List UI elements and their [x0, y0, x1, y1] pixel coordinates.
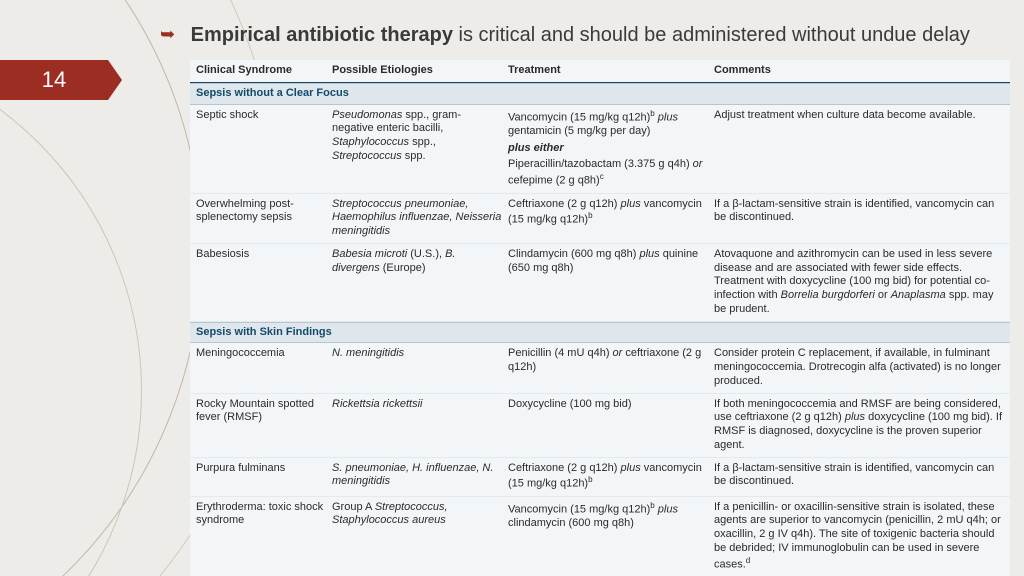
title-bold: Empirical antibiotic therapy	[191, 24, 453, 46]
bullet-icon: ➥	[160, 24, 175, 44]
table-section-heading: Sepsis without a Clear Focus	[190, 83, 1010, 105]
cell-treatment: Vancomycin (15 mg/kg q12h)b plus clindam…	[508, 501, 708, 572]
table-row: MeningococcemiaN. meningitidisPenicillin…	[190, 343, 1010, 393]
antibiotic-table: Clinical Syndrome Possible Etiologies Tr…	[190, 60, 1010, 576]
cell-syndrome: Meningococcemia	[196, 347, 326, 388]
cell-comments: If a penicillin- or oxacillin-sensitive …	[714, 501, 1004, 572]
title-rest: is critical and should be administered w…	[453, 24, 970, 46]
cell-comments: If a β-lactam-sensitive strain is identi…	[714, 198, 1004, 239]
slide-number-tag: 14	[0, 60, 108, 100]
cell-comments: If a β-lactam-sensitive strain is identi…	[714, 462, 1004, 492]
cell-etiologies: Group A Streptococcus, Staphylococcus au…	[332, 501, 502, 572]
col-treatment: Treatment	[508, 64, 708, 78]
col-etiologies: Possible Etiologies	[332, 64, 502, 78]
cell-comments: If both meningococcemia and RMSF are bei…	[714, 398, 1004, 453]
cell-treatment: Clindamycin (600 mg q8h) plus quinine (6…	[508, 248, 708, 317]
table-row: Rocky Mountain spotted fever (RMSF)Ricke…	[190, 394, 1010, 458]
cell-comments: Consider protein C replacement, if avail…	[714, 347, 1004, 388]
cell-treatment: Doxycycline (100 mg bid)	[508, 398, 708, 453]
cell-etiologies: Streptococcus pneumoniae, Haemophilus in…	[332, 198, 502, 239]
table-row: Purpura fulminansS. pneumoniae, H. influ…	[190, 458, 1010, 497]
cell-etiologies: Babesia microti (U.S.), B. divergens (Eu…	[332, 248, 502, 317]
cell-comments: Atovaquone and azithromycin can be used …	[714, 248, 1004, 317]
cell-treatment: Ceftriaxone (2 g q12h) plus vancomycin (…	[508, 462, 708, 492]
cell-syndrome: Overwhelming post-splenectomy sepsis	[196, 198, 326, 239]
cell-treatment: Vancomycin (15 mg/kg q12h)b plus gentami…	[508, 109, 708, 189]
table-row: Overwhelming post-splenectomy sepsisStre…	[190, 194, 1010, 244]
table-row: BabesiosisBabesia microti (U.S.), B. div…	[190, 244, 1010, 322]
cell-syndrome: Rocky Mountain spotted fever (RMSF)	[196, 398, 326, 453]
cell-comments: Adjust treatment when culture data becom…	[714, 109, 1004, 189]
cell-treatment: Ceftriaxone (2 g q12h) plus vancomycin (…	[508, 198, 708, 239]
col-comments: Comments	[714, 64, 1004, 78]
cell-etiologies: N. meningitidis	[332, 347, 502, 388]
cell-etiologies: Rickettsia rickettsii	[332, 398, 502, 453]
table-row: Septic shockPseudomonas spp., gram-negat…	[190, 105, 1010, 194]
table-section-heading: Sepsis with Skin Findings	[190, 322, 1010, 344]
table-body: Sepsis without a Clear FocusSeptic shock…	[190, 83, 1010, 576]
col-syndrome: Clinical Syndrome	[196, 64, 326, 78]
cell-syndrome: Babesiosis	[196, 248, 326, 317]
slide-number: 14	[42, 67, 66, 93]
table-row: Erythroderma: toxic shock syndromeGroup …	[190, 497, 1010, 576]
decorative-arc	[0, 40, 142, 576]
cell-syndrome: Septic shock	[196, 109, 326, 189]
slide-title: ➥ Empirical antibiotic therapy is critic…	[160, 24, 1004, 47]
cell-etiologies: S. pneumoniae, H. influenzae, N. meningi…	[332, 462, 502, 492]
cell-etiologies: Pseudomonas spp., gram-negative enteric …	[332, 109, 502, 189]
cell-syndrome: Purpura fulminans	[196, 462, 326, 492]
cell-syndrome: Erythroderma: toxic shock syndrome	[196, 501, 326, 572]
table-header-row: Clinical Syndrome Possible Etiologies Tr…	[190, 60, 1010, 83]
cell-treatment: Penicillin (4 mU q4h) or ceftriaxone (2 …	[508, 347, 708, 388]
